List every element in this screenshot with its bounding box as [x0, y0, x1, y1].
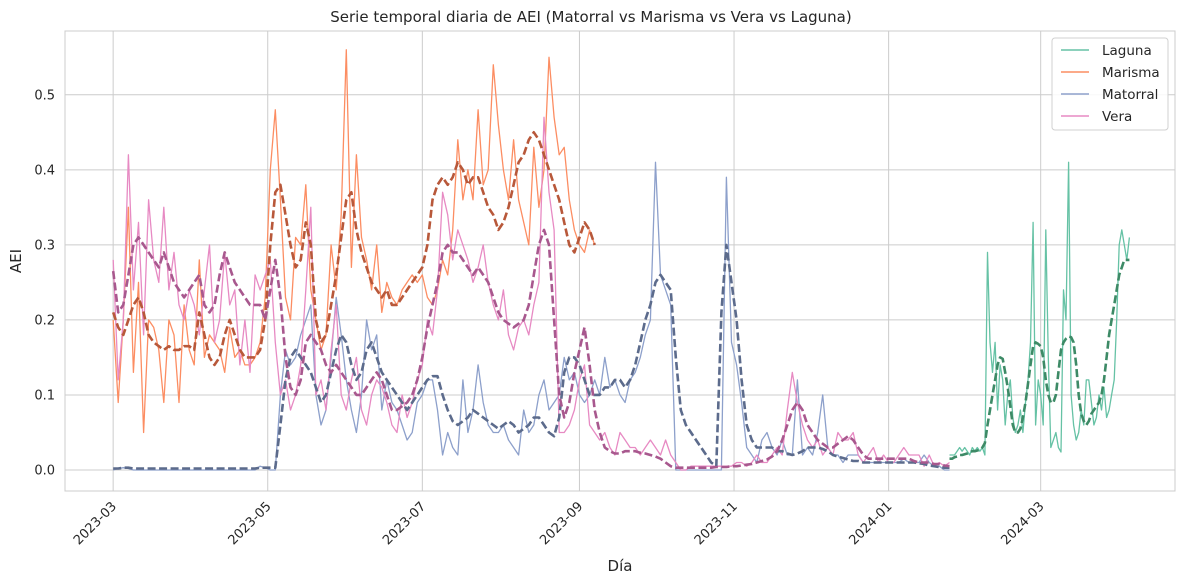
- trend-line-vera: [111, 228, 950, 470]
- y-tick-label: 0.3: [34, 238, 55, 253]
- legend-box: [1051, 37, 1169, 131]
- legend: Laguna Marisma Matorral Vera: [1051, 37, 1169, 131]
- legend-label-vera: Vera: [1102, 109, 1132, 125]
- x-tick-label: 2024-01: [846, 499, 895, 548]
- x-axis-label: Día: [608, 557, 633, 575]
- y-tick-label: 0.2: [34, 313, 55, 328]
- x-tick-label: 2023-03: [71, 499, 120, 548]
- legend-label-laguna: Laguna: [1102, 43, 1152, 59]
- y-tick-label: 0.0: [34, 463, 55, 478]
- y-axis-label: AEI: [7, 249, 25, 273]
- y-tick-label: 0.5: [34, 88, 55, 103]
- y-tick-label: 0.1: [34, 388, 55, 403]
- y-axis-ticks: 0.0 0.1 0.2 0.3 0.4 0.5: [34, 88, 55, 478]
- x-axis-ticks: 2023-03 2023-05 2023-07 2023-09 2023-11 2024-…: [71, 499, 1048, 548]
- trend-line-marisma: [111, 131, 596, 367]
- grid-layer: [65, 31, 1175, 491]
- series-line-vera: [112, 116, 950, 471]
- trend-line-matorral: [113, 243, 950, 470]
- x-tick-label: 2023-09: [537, 499, 586, 548]
- series-layer: [111, 49, 1131, 471]
- x-tick-label: 2024-03: [998, 499, 1047, 548]
- x-tick-label: 2023-05: [226, 499, 275, 548]
- x-tick-label: 2023-11: [692, 499, 741, 548]
- chart-title: Serie temporal diaria de AEI (Matorral v…: [330, 8, 851, 26]
- trend-line-laguna: [949, 258, 1130, 461]
- legend-label-marisma: Marisma: [1102, 65, 1160, 81]
- series-line-matorral: [113, 161, 950, 471]
- plot-frame: [64, 30, 1176, 492]
- series-line-laguna: [949, 161, 1131, 456]
- legend-label-matorral: Matorral: [1102, 87, 1158, 103]
- x-tick-label: 2023-07: [380, 499, 429, 548]
- y-tick-label: 0.4: [34, 163, 55, 178]
